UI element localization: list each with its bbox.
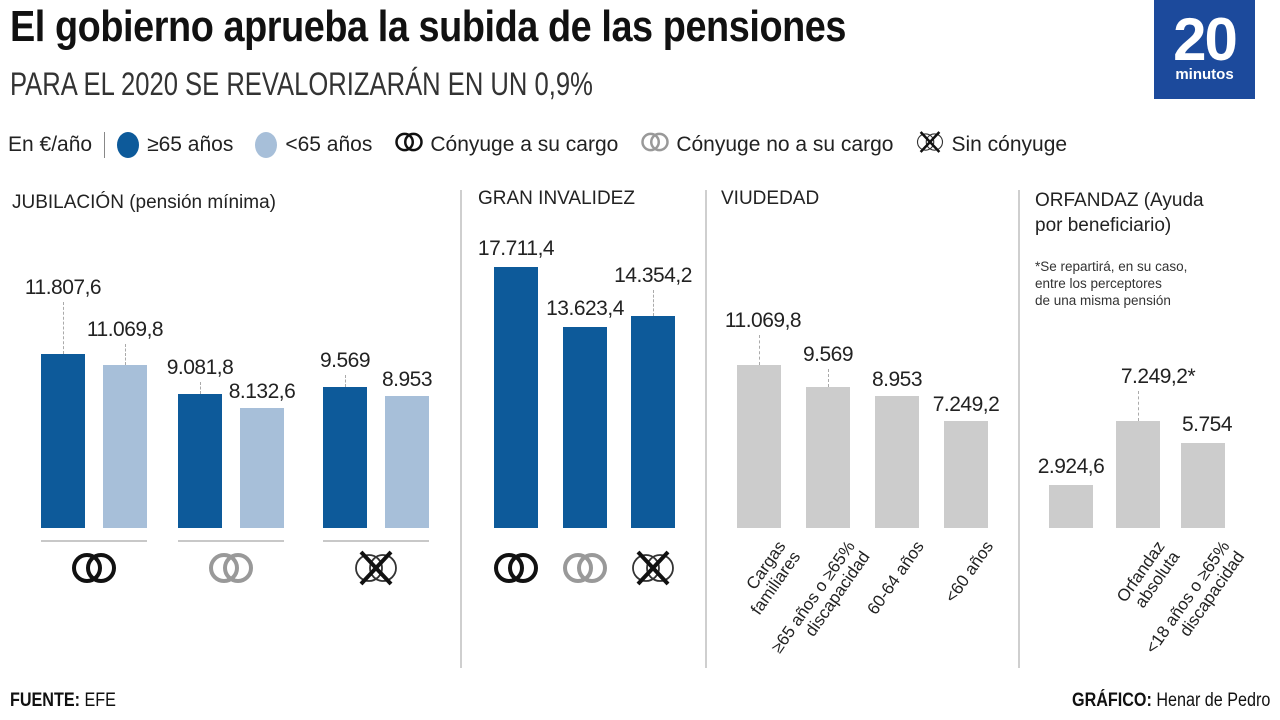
leader-line (63, 302, 64, 354)
footnote-line: *Se repartirá, en su caso, (1035, 259, 1188, 274)
credit-label: GRÁFICO: (1071, 690, 1152, 711)
value-label: 11.069,8 (86, 317, 164, 341)
section-divider (1018, 190, 1020, 668)
rings-grey-icon (207, 550, 255, 586)
category-label: <60 años (940, 537, 997, 607)
category-label-line: 60-64 años (863, 537, 928, 619)
20minutos-logo: 20 minutos (1154, 0, 1255, 99)
legend-label: ≥65 años (147, 133, 234, 156)
legend-item-ge65: ≥65 años (117, 132, 233, 158)
bar (563, 327, 607, 528)
section-title-jubilacion: JUBILACIÓN (pensión mínima) (12, 192, 276, 213)
category-label-line: <60 años (940, 537, 997, 607)
page-title: El gobierno aprueba la subida de las pen… (10, 2, 847, 51)
leader-line (345, 374, 346, 387)
value-label: 8.953 (381, 368, 433, 392)
bar (1116, 421, 1160, 528)
section-divider (705, 190, 707, 668)
credit-value: Henar de Pedro (1151, 690, 1270, 711)
rings-grey-icon (561, 550, 609, 586)
bar (178, 394, 222, 528)
leader-line (125, 343, 126, 365)
legend-label: Cónyuge a su cargo (430, 133, 619, 156)
rings-black-icon (70, 550, 118, 586)
value-label: 8.953 (871, 368, 923, 392)
rings-black-icon (492, 550, 540, 586)
section-divider (460, 190, 462, 668)
bar (1181, 443, 1225, 528)
leader-line (1138, 391, 1139, 422)
leader-line (200, 382, 201, 395)
value-label: 7.249,2* (1120, 365, 1196, 389)
source-label: FUENTE: (10, 690, 80, 711)
bar (494, 267, 538, 528)
section-title-viudedad: VIUDEDAD (721, 188, 820, 209)
value-label: 9.569 (802, 342, 854, 366)
bar (240, 408, 284, 528)
value-label: 2.924,6 (1037, 454, 1105, 478)
value-label: 14.354,2 (614, 264, 692, 288)
legend-item-lt65: <65 años (255, 132, 372, 158)
bar (103, 364, 147, 528)
leader-line (653, 290, 654, 317)
legend-separator (104, 132, 106, 158)
section-title-gran-invalidez: GRAN INVALIDEZ (478, 188, 635, 209)
bar (631, 316, 675, 528)
source-note: FUENTE: EFE (10, 690, 116, 712)
rings-crossed-icon (915, 130, 945, 160)
value-label: 9.569 (319, 348, 371, 372)
legend-item-sin-conyuge: Sin cónyuge (915, 130, 1067, 160)
legend-unit: En €/año (8, 133, 93, 156)
section-title-line: ORFANDAZ (Ayuda (1035, 190, 1204, 211)
legend-item-conyuge-a-cargo: Cónyuge a su cargo (394, 130, 618, 160)
value-label: 9.081,8 (166, 356, 234, 380)
footnote-line: de una misma pensión (1035, 293, 1171, 308)
category-label: 60-64 años (863, 537, 928, 619)
bar (737, 364, 781, 528)
source-value: EFE (79, 690, 116, 711)
value-label: 13.623,4 (546, 297, 624, 321)
leader-line (759, 334, 760, 365)
light-blue-dot-icon (255, 132, 278, 158)
category-baseline (323, 540, 429, 542)
page-subtitle: PARA EL 2020 SE REVALORIZARÁN EN UN 0,9% (10, 66, 593, 102)
rings-crossed-icon (352, 550, 400, 586)
bar (944, 421, 988, 528)
logo-number: 20 (1173, 6, 1238, 73)
dark-blue-dot-icon (117, 132, 140, 158)
rings-crossed-icon (629, 550, 677, 586)
legend-label: <65 años (285, 133, 373, 156)
bar (323, 386, 367, 528)
legend-label: Cónyuge no a su cargo (676, 133, 894, 156)
orfandaz-footnote: *Se repartirá, en su caso, entre los per… (1035, 258, 1187, 309)
value-label: 7.249,2 (932, 393, 1000, 417)
section-title-line: por beneficiario) (1035, 215, 1172, 236)
category-baseline (178, 540, 284, 542)
value-label: 8.132,6 (228, 380, 296, 404)
bar (875, 396, 919, 528)
bar (1049, 484, 1093, 528)
bar (806, 386, 850, 528)
rings-grey-icon (640, 130, 670, 160)
section-title-orfandaz: ORFANDAZ (Ayuda por beneficiario) (1035, 188, 1204, 238)
bar (385, 396, 429, 528)
rings-black-icon (394, 130, 424, 160)
footnote-line: entre los perceptores (1035, 276, 1162, 291)
legend: En €/año ≥65 años <65 años Cónyuge a su … (8, 130, 1067, 160)
bar (41, 354, 85, 528)
value-label: 17.711,4 (477, 237, 555, 260)
leader-line (828, 368, 829, 387)
logo-word: minutos (1175, 66, 1234, 83)
credit-note: GRÁFICO: Henar de Pedro (1072, 690, 1270, 712)
legend-item-conyuge-no-a-cargo: Cónyuge no a su cargo (640, 130, 893, 160)
category-baseline (41, 540, 147, 542)
value-label: 11.069,8 (724, 308, 802, 332)
value-label: 11.807,6 (24, 276, 102, 299)
value-label: 5.754 (1181, 413, 1233, 437)
legend-label: Sin cónyuge (951, 133, 1068, 156)
